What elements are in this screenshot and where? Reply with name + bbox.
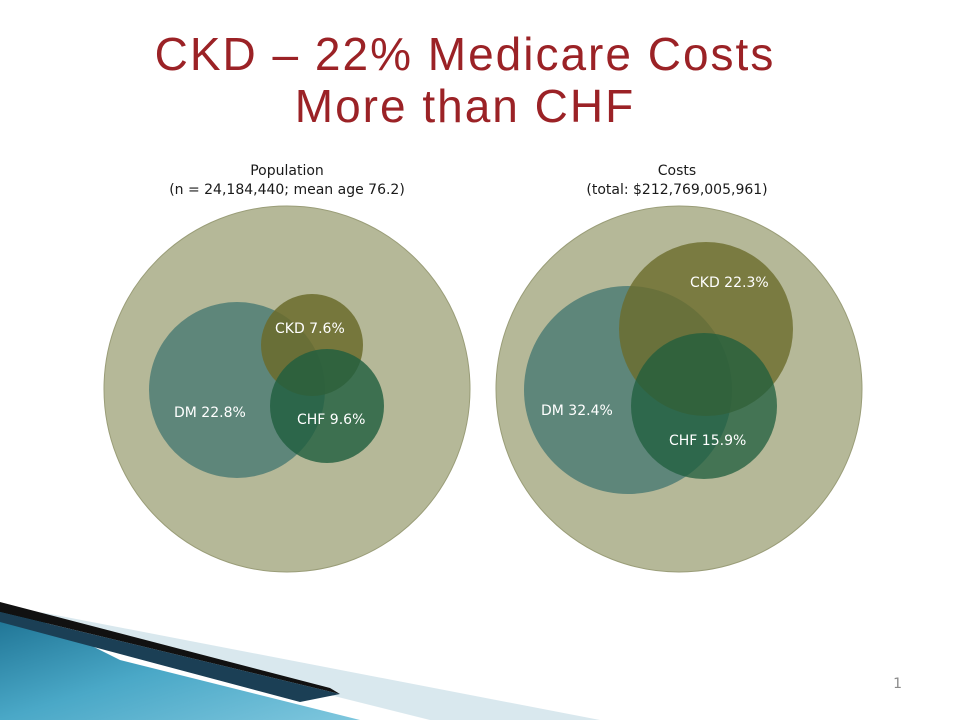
swoosh-light-band [40,612,600,720]
population-ckd-label: CKD 7.6% [275,321,345,337]
swoosh-black-band [0,602,340,694]
costs-ckd-label: CKD 22.3% [690,275,769,291]
page-number: 1 [893,676,902,692]
population-heading: Population [250,163,324,179]
swoosh-blue-band [0,605,360,720]
population-venn: CKD 7.6% DM 22.8% CHF 9.6% [103,205,471,573]
population-chf-label: CHF 9.6% [297,412,365,428]
costs-subheading: (total: $212,769,005,961) [586,182,768,198]
costs-heading: Costs [657,163,697,179]
costs-chf-circle [631,333,777,479]
population-subheading: (n = 24,184,440; mean age 76.2) [169,182,405,198]
slide-title: CKD – 22% Medicare Costs More than CHF [0,28,930,132]
costs-header: Costs (total: $212,769,005,961) [527,162,827,200]
population-dm-label: DM 22.8% [174,405,246,421]
costs-chf-label: CHF 15.9% [669,433,746,449]
slide-title-line-2: More than CHF [294,80,636,132]
costs-dm-label: DM 32.4% [541,403,613,419]
population-chf-circle [270,349,384,463]
swoosh-dark-stripe [0,612,340,702]
population-header: Population (n = 24,184,440; mean age 76.… [137,162,437,200]
slide-title-line-1: CKD – 22% Medicare Costs [154,28,776,80]
costs-venn: CKD 22.3% DM 32.4% CHF 15.9% [495,205,863,573]
